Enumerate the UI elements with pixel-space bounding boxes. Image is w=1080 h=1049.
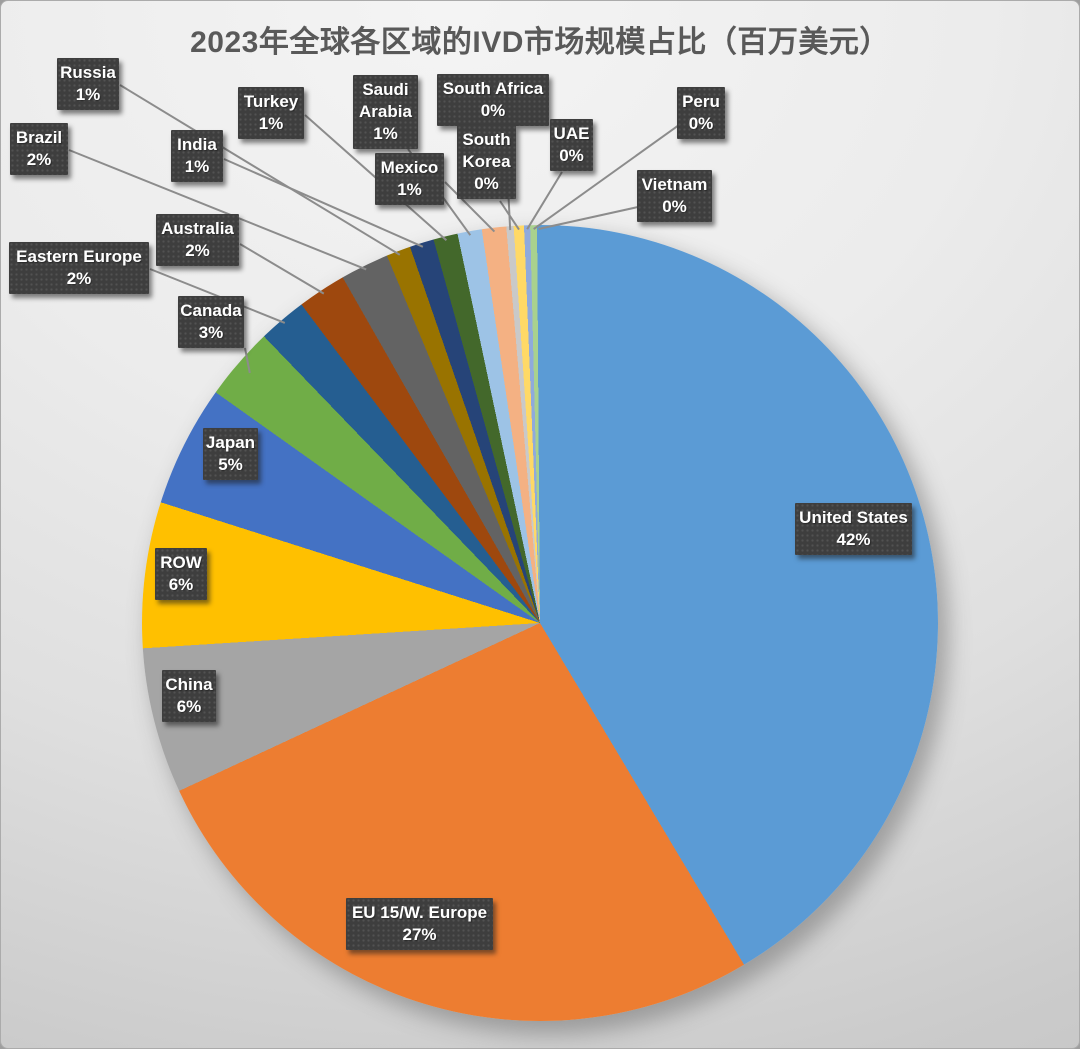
slice-name: UAE (553, 124, 590, 143)
slice-name: South Africa (442, 79, 544, 98)
slice-name: South Korea (462, 130, 511, 172)
slice-name: EU 15/W. Europe (351, 903, 488, 922)
slice-name: Canada (180, 301, 242, 320)
slice-name: Peru (682, 92, 720, 111)
slice-percent: 6% (168, 575, 194, 595)
slice-percent: 2% (66, 269, 92, 289)
slice-label-eastern-europe: Eastern Europe 2% (9, 242, 149, 295)
slice-label-peru: Peru 0% (677, 87, 725, 140)
slice-percent: 0% (480, 101, 506, 121)
slice-name: Japan (205, 433, 256, 452)
slice-name: India (177, 135, 217, 154)
slice-percent: 42% (836, 530, 871, 550)
slice-label-india: India 1% (171, 130, 223, 183)
slice-percent: 1% (184, 157, 210, 177)
leader-line-australia (239, 243, 325, 295)
slice-percent: 1% (258, 114, 284, 134)
slice-percent: 6% (176, 697, 202, 717)
slice-percent: 1% (397, 180, 422, 200)
slice-label-brazil: Brazil 2% (10, 123, 68, 176)
slice-label-eu-15-w-europe: EU 15/W. Europe 27% (346, 898, 493, 951)
slice-label-japan: Japan 5% (203, 428, 258, 481)
slice-label-vietnam: Vietnam 0% (637, 170, 712, 223)
slice-name: Mexico (380, 158, 439, 177)
slice-label-south-korea: South Korea 0% (457, 125, 516, 200)
slice-label-australia: Australia 2% (156, 214, 239, 267)
slice-name: Vietnam (641, 175, 708, 194)
slice-name: China (165, 675, 213, 694)
slice-percent: 3% (198, 323, 224, 343)
slice-label-united-states: United States 42% (795, 503, 912, 556)
slice-percent: 0% (474, 174, 499, 194)
slice-label-canada: Canada 3% (178, 296, 244, 349)
slice-percent: 2% (26, 150, 52, 170)
slice-name: Saudi Arabia (359, 80, 412, 122)
slice-percent: 1% (373, 124, 398, 144)
slice-label-turkey: Turkey 1% (238, 87, 304, 140)
slice-percent: 1% (75, 85, 101, 105)
slice-name: Australia (161, 219, 234, 238)
slice-percent: 5% (218, 455, 243, 475)
slice-name: ROW (160, 553, 202, 572)
slice-percent: 0% (688, 114, 714, 134)
slice-name: Russia (60, 63, 116, 82)
slice-percent: 27% (402, 925, 437, 945)
slice-percent: 0% (662, 197, 687, 217)
slice-label-uae: UAE 0% (550, 119, 593, 172)
slice-percent: 0% (559, 146, 584, 166)
slice-label-south-africa: South Africa 0% (437, 74, 549, 127)
slice-name: United States (799, 508, 908, 527)
leader-line-uae (526, 171, 563, 230)
slice-percent: 2% (185, 241, 210, 261)
slice-label-mexico: Mexico 1% (375, 153, 444, 206)
slice-label-saudi-arabia: Saudi Arabia 1% (353, 75, 418, 150)
slice-label-china: China 6% (162, 670, 216, 723)
slice-label-row: ROW 6% (155, 548, 207, 601)
pie-chart (142, 225, 938, 1021)
slice-label-russia: Russia 1% (57, 58, 119, 111)
slice-name: Brazil (15, 128, 63, 147)
slice-name: Turkey (243, 92, 299, 111)
slice-name: Eastern Europe (16, 247, 142, 266)
chart-title: 2023年全球各区域的IVD市场规模占比（百万美元） (190, 26, 890, 59)
